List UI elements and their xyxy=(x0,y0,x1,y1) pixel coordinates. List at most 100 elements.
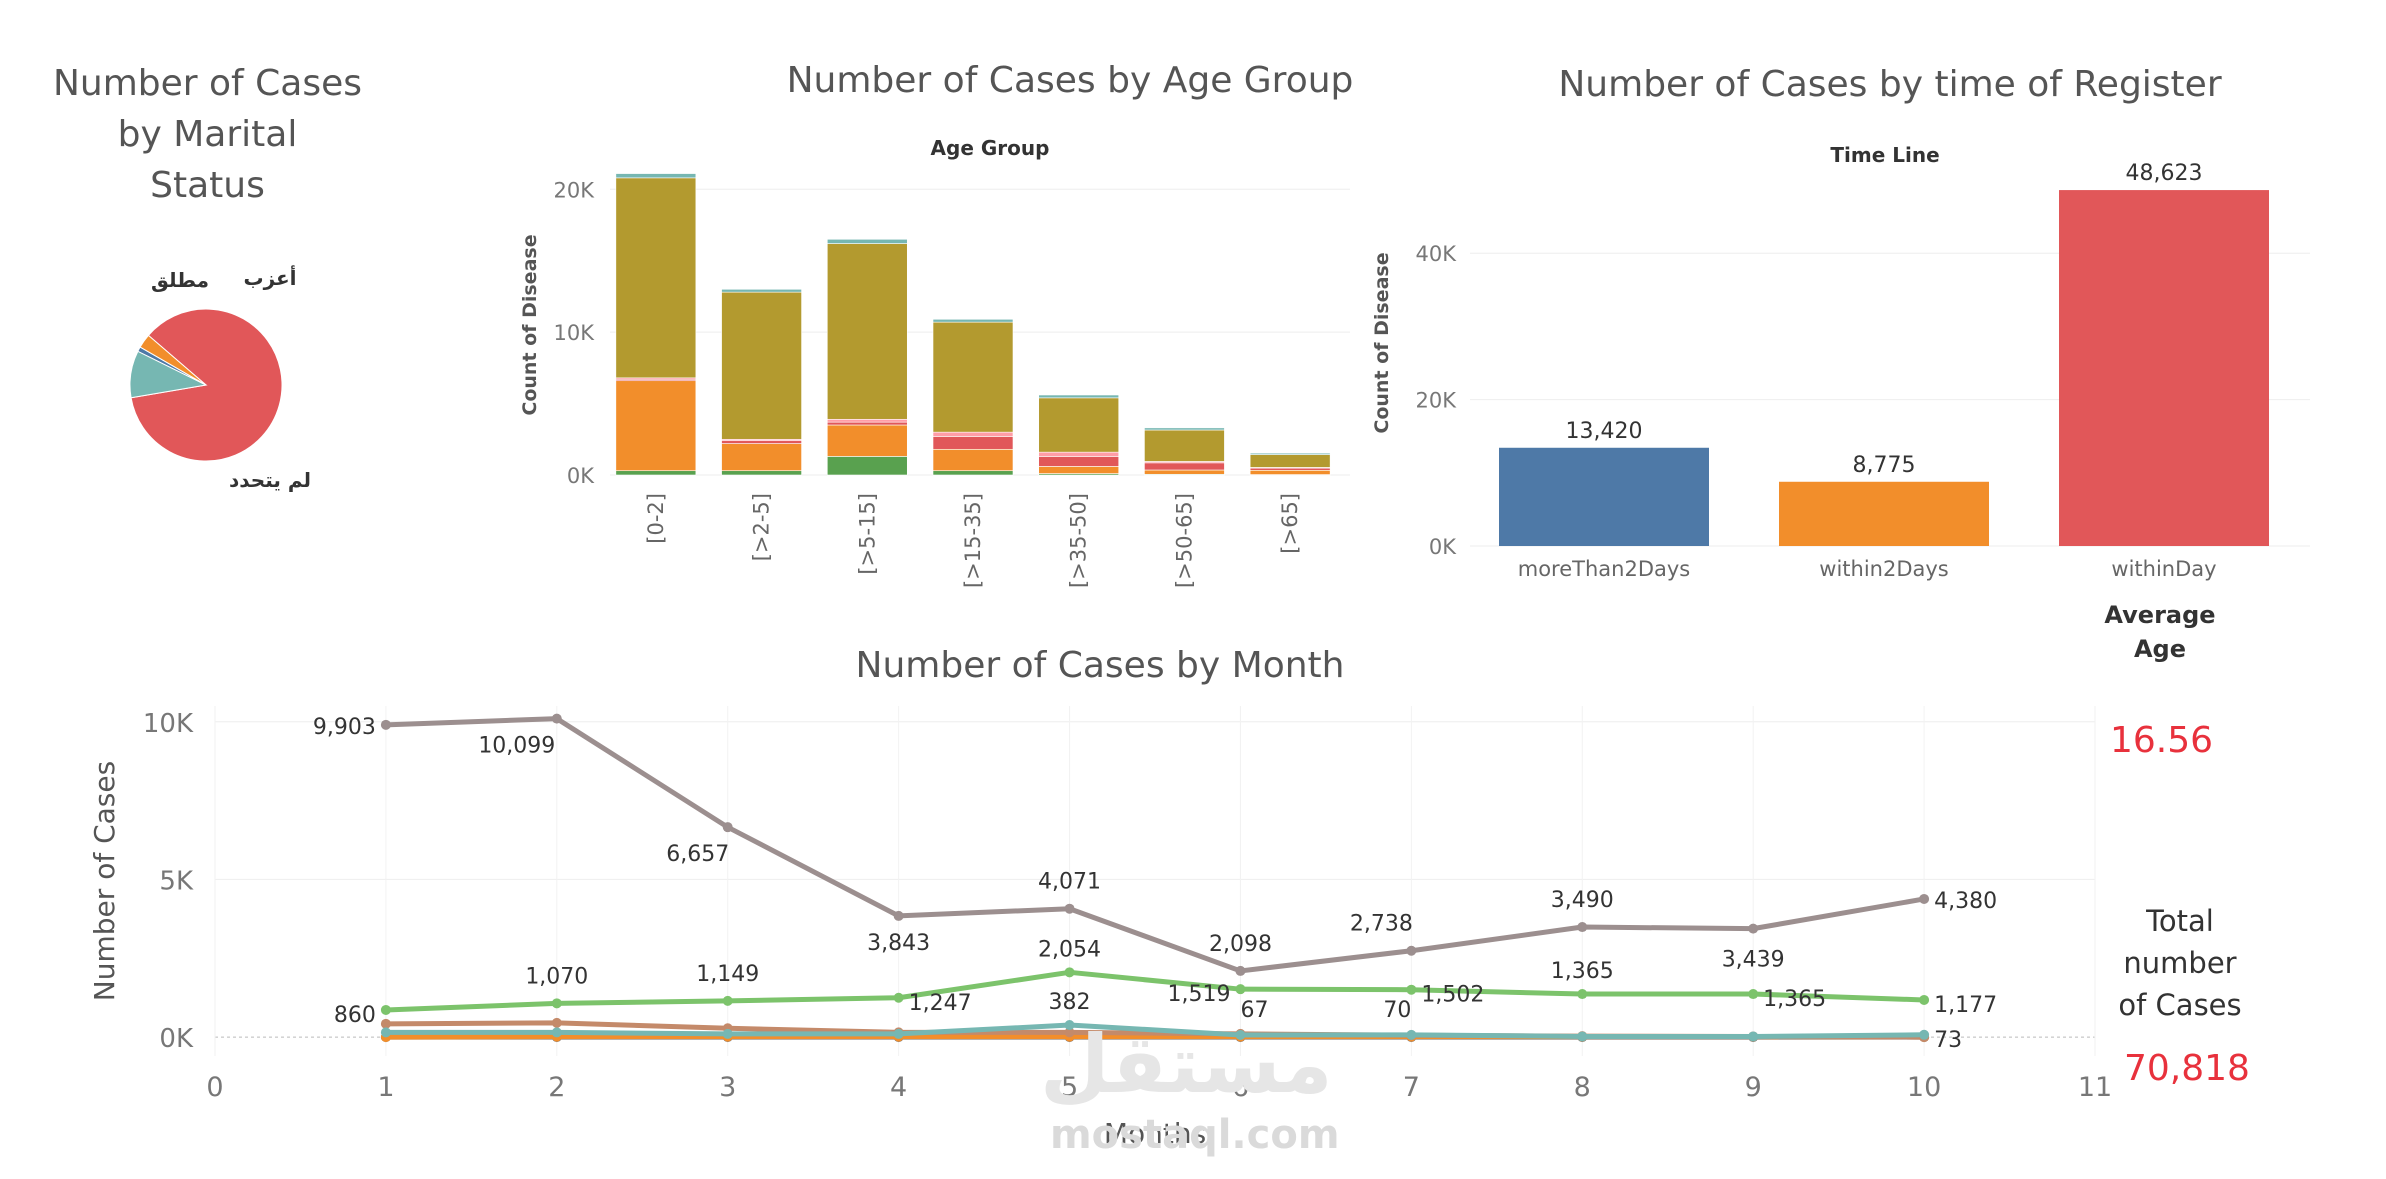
y-tick-label: 10K xyxy=(143,709,194,739)
bar-segment xyxy=(1249,469,1331,475)
data-label: 1,247 xyxy=(909,991,972,1016)
bar-segment xyxy=(932,436,1014,450)
bar-segment xyxy=(1249,467,1331,471)
x-tick-label: within2Days xyxy=(1819,557,1948,581)
data-label: 1,519 xyxy=(1167,982,1230,1007)
pie-label: لم يتحدد xyxy=(229,468,311,492)
bar xyxy=(2059,190,2269,546)
bar-segment xyxy=(826,421,908,426)
age-chart-header: Age Group xyxy=(931,136,1050,160)
series-point xyxy=(1748,1031,1759,1042)
x-tick-label: 7 xyxy=(1403,1072,1420,1103)
data-label: 4,071 xyxy=(1038,870,1101,895)
data-label: 13,420 xyxy=(1566,419,1643,444)
series-point xyxy=(722,822,733,833)
series-point xyxy=(380,719,391,730)
series-point xyxy=(551,1017,562,1028)
total-cases-value: 70,818 xyxy=(2124,1048,2250,1089)
series-point xyxy=(1235,984,1246,995)
series-point xyxy=(722,995,733,1006)
data-label: 1,177 xyxy=(1934,993,1997,1018)
series-point xyxy=(1919,1029,1930,1040)
data-label: 10,099 xyxy=(478,734,555,759)
bar-segment xyxy=(826,243,908,420)
x-axis-label: Months xyxy=(1104,1117,1206,1150)
series-point xyxy=(893,992,904,1003)
register-time-chart: Time Line 0K 20K 40K Count of Disease 13,420 m… xyxy=(1371,143,2310,581)
marital-title-line-3: Status xyxy=(150,165,265,206)
series-point xyxy=(380,1004,391,1015)
series-point xyxy=(380,1027,391,1038)
data-label: 6,657 xyxy=(666,842,729,867)
pie-label: مطلق xyxy=(151,268,209,292)
series-point xyxy=(380,1018,391,1029)
data-label: 67 xyxy=(1240,998,1268,1023)
y-tick-label: 0K xyxy=(1429,535,1457,559)
y-axis-label: Count of Disease xyxy=(519,234,541,415)
bar-segment xyxy=(721,443,802,472)
data-label: 73 xyxy=(1934,1028,1962,1053)
series-point xyxy=(1406,1029,1417,1040)
watermark-logo: مستقل xyxy=(1040,1018,1333,1111)
series-point xyxy=(893,1028,904,1039)
data-label: 1,365 xyxy=(1763,987,1826,1012)
series-line xyxy=(385,969,1925,1013)
series-point xyxy=(1235,1029,1246,1040)
x-tick-label: [>5-15] xyxy=(855,493,879,575)
pie-label: أعزب xyxy=(243,264,296,290)
bar-segment xyxy=(721,470,802,476)
data-label: 8,775 xyxy=(1853,453,1916,478)
x-tick-label: 3 xyxy=(719,1072,736,1103)
series-point xyxy=(722,1028,733,1039)
series-point xyxy=(1064,903,1075,914)
marital-pie-chart: أعزب مطلق لم يتحدد xyxy=(129,264,311,492)
average-age-value: 16.56 xyxy=(2110,720,2214,761)
data-label: 9,903 xyxy=(313,715,376,740)
x-tick-label: [>2-5] xyxy=(750,493,774,561)
bar-segment xyxy=(615,177,697,379)
y-tick-label: 40K xyxy=(1416,242,1458,266)
bar-segment xyxy=(1144,427,1225,431)
x-tick-label: moreThan2Days xyxy=(1518,557,1690,581)
x-tick-label: 0 xyxy=(206,1072,223,1103)
data-label: 1,365 xyxy=(1551,959,1614,984)
data-label: 382 xyxy=(1049,990,1091,1015)
pie-slice xyxy=(139,334,207,386)
data-label: 70 xyxy=(1383,998,1411,1023)
series-point xyxy=(551,998,562,1009)
x-tick-label: 11 xyxy=(2078,1072,2110,1103)
bar-segment xyxy=(1249,452,1331,455)
x-tick-label: 1 xyxy=(377,1072,394,1103)
bar-segment xyxy=(826,418,908,423)
bar-segment xyxy=(1038,397,1120,453)
register-chart-header: Time Line xyxy=(1830,143,1939,167)
marital-title-line-1: Number of Cases xyxy=(52,63,363,104)
y-tick-label: 0K xyxy=(567,464,595,488)
y-tick-label: 10K xyxy=(554,321,596,345)
x-tick-label: 10 xyxy=(1907,1072,1941,1103)
x-tick-label: [>15-35] xyxy=(961,493,985,588)
bar-segment xyxy=(932,448,1014,472)
bar-segment xyxy=(1144,462,1225,471)
bar xyxy=(1779,481,1989,546)
watermark-url: mostaql.com xyxy=(1050,1112,1340,1158)
series-point xyxy=(1919,994,1930,1005)
x-tick-label: 2 xyxy=(548,1072,565,1103)
data-label: 1,502 xyxy=(1421,983,1484,1008)
x-tick-label: withinDay xyxy=(2111,557,2216,581)
bar-segment xyxy=(1144,469,1225,475)
x-tick-label: 8 xyxy=(1574,1072,1591,1103)
series-point xyxy=(1064,967,1075,978)
bar-segment xyxy=(1038,451,1120,457)
bar-segment xyxy=(1249,454,1331,468)
x-tick-label: 5 xyxy=(1061,1072,1078,1103)
data-label: 4,380 xyxy=(1934,889,1997,914)
series-point xyxy=(1406,945,1417,956)
y-tick-label: 20K xyxy=(554,178,596,202)
age-chart-title: Number of Cases by Age Group xyxy=(786,60,1354,101)
series-point xyxy=(1577,1031,1588,1042)
series-line xyxy=(385,1022,1925,1039)
series-line xyxy=(385,716,1925,974)
series-point xyxy=(1577,989,1588,1000)
register-chart-title: Number of Cases by time of Register xyxy=(1558,64,2222,105)
